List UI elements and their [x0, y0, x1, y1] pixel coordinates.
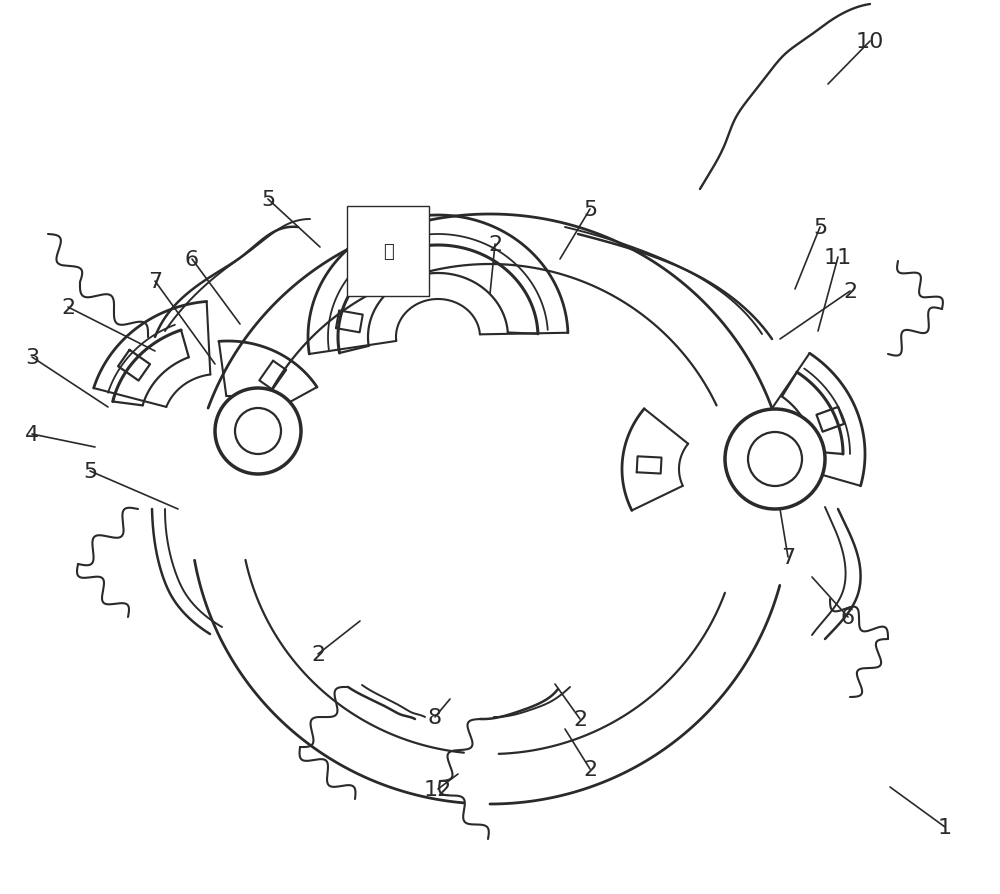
Text: 2: 2	[311, 645, 325, 664]
Text: 1: 1	[938, 817, 952, 837]
Text: 2: 2	[573, 709, 587, 730]
Text: 7: 7	[781, 547, 795, 568]
Text: 5: 5	[813, 218, 827, 238]
Circle shape	[748, 433, 802, 486]
Circle shape	[725, 409, 825, 510]
Text: 4: 4	[25, 425, 39, 444]
Text: 5: 5	[261, 190, 275, 210]
Text: 10: 10	[856, 32, 884, 52]
Text: 前: 前	[383, 243, 393, 261]
Circle shape	[235, 409, 281, 454]
Circle shape	[215, 389, 301, 475]
Text: 2: 2	[843, 282, 857, 301]
Text: 2: 2	[61, 298, 75, 317]
Text: 5: 5	[83, 461, 97, 482]
Text: 6: 6	[841, 607, 855, 628]
Text: 12: 12	[424, 780, 452, 799]
Text: 11: 11	[824, 248, 852, 267]
Text: 2: 2	[583, 759, 597, 780]
Text: 6: 6	[185, 249, 199, 270]
Text: 3: 3	[25, 348, 39, 367]
Text: 5: 5	[583, 199, 597, 220]
Text: 7: 7	[148, 272, 162, 291]
Text: 8: 8	[428, 707, 442, 727]
Text: 2: 2	[488, 235, 502, 255]
